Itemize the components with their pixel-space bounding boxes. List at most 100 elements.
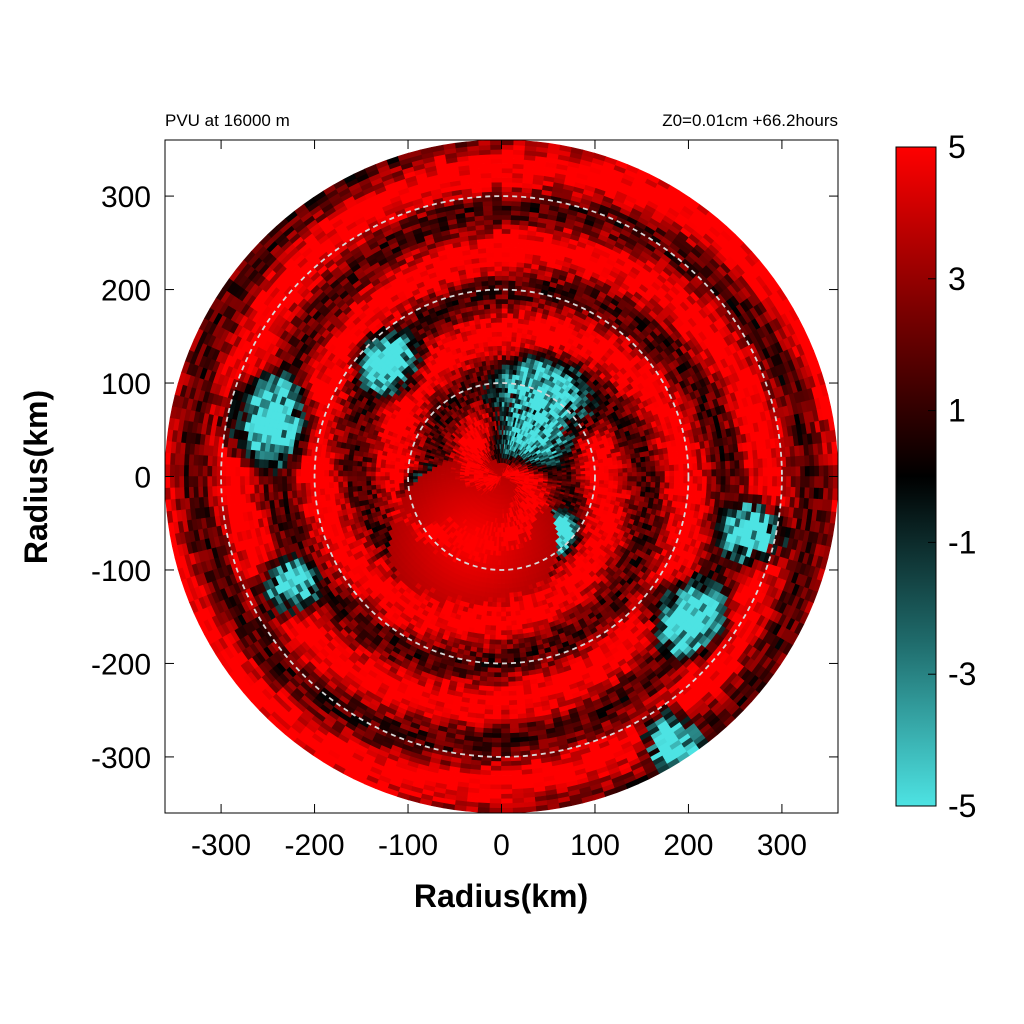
heatmap-cell [580,473,586,477]
heatmap-cell [622,467,628,473]
heatmap-cell [499,532,502,538]
heatmap-cell [514,346,521,352]
heatmap-cell [598,483,605,488]
heatmap-cell [603,479,610,485]
heatmap-cell [622,476,628,482]
heatmap-cell [417,473,423,477]
heatmap-cell [529,476,535,478]
heatmap-cell [421,473,428,477]
heatmap-cell [585,473,591,477]
heatmap-cell [494,569,499,575]
heatmap-cell [505,359,510,365]
heatmap-cell [627,467,633,473]
heatmap-cell [493,364,499,370]
heatmap-cell [580,478,586,483]
heatmap-cell [538,476,544,479]
heatmap-cell [503,392,508,398]
heatmap-cell [371,457,377,464]
heatmap-cell [508,368,514,375]
heatmap-cell [493,368,499,375]
heatmap-cell [501,368,506,375]
heatmap-cell [497,364,502,370]
heatmap-cell [603,472,610,477]
heatmap-cell [384,472,390,477]
heatmap-cell [493,583,499,589]
heatmap-cell [412,473,418,477]
heatmap-cell [370,467,376,473]
heatmap-cell [599,479,605,484]
heatmap-cell [608,476,614,481]
heatmap-cell [501,415,504,421]
heatmap-cell [501,583,506,589]
heatmap-cell [501,406,505,412]
heatmap-cell [575,476,582,480]
heatmap-cell [561,476,568,480]
heatmap-cell [379,467,386,473]
heatmap-cell [379,480,386,486]
heatmap-cell [492,602,498,608]
heatmap-cell [501,387,505,393]
heatmap-cell [493,359,498,365]
heatmap-cell [490,573,495,580]
heatmap-cell [509,350,516,356]
heatmap-cell [501,401,505,407]
heatmap-cell [497,359,502,365]
heatmap-cell [621,488,628,495]
heatmap-cell [501,373,506,379]
heatmap-cell [505,350,511,356]
heatmap-cell [379,471,386,477]
heatmap-cell [497,583,502,589]
heatmap-cell [496,345,502,351]
heatmap-cell [492,597,498,603]
heatmap-cell [504,387,509,393]
heatmap-cell [498,541,502,547]
heatmap-cell [384,463,391,469]
heatmap-cell [487,345,494,352]
heatmap-cell [533,476,540,479]
heatmap-cell [393,476,400,481]
heatmap-cell [508,373,513,380]
heatmap-cell [612,484,619,490]
heatmap-cell [571,476,577,480]
heatmap-cell [504,373,509,379]
heatmap-cell [426,473,432,477]
heatmap-cell [501,350,507,356]
heatmap-cell [370,476,376,482]
heatmap-cell [496,597,502,603]
heatmap-cell [389,464,395,470]
heatmap-cell [496,592,502,599]
heatmap-cell [370,462,377,469]
heatmap-cell [505,588,510,594]
heatmap-cell [492,354,498,361]
heatmap-cell [398,476,404,481]
heatmap-cell [505,597,511,603]
heatmap-cell [375,480,381,486]
heatmap-cell [370,480,376,486]
heatmap-cell [417,476,423,480]
heatmap-cell [503,396,508,403]
heatmap-cell [398,472,404,477]
heatmap-cell [504,578,510,585]
heatmap-cell [389,472,395,477]
heatmap-cell [431,473,437,477]
heatmap-cell [384,476,390,481]
heatmap-cell [482,601,489,607]
heatmap-cell [412,469,418,474]
heatmap-cell [492,345,498,351]
heatmap-cell [505,354,511,361]
heatmap-cell [379,476,386,482]
heatmap-cell [505,592,511,599]
heatmap-cell [379,463,386,469]
heatmap-cell [504,583,510,589]
heatmap-cell [494,564,499,571]
heatmap-cell [505,345,511,351]
heatmap-cell [407,472,414,477]
heatmap-cell [501,555,505,561]
heatmap-cell [557,476,563,479]
heatmap-cell [497,373,502,379]
heatmap-cell [509,345,516,352]
heatmap-cell [440,474,446,477]
heatmap-cell [608,479,614,485]
heatmap-cell [492,592,498,599]
